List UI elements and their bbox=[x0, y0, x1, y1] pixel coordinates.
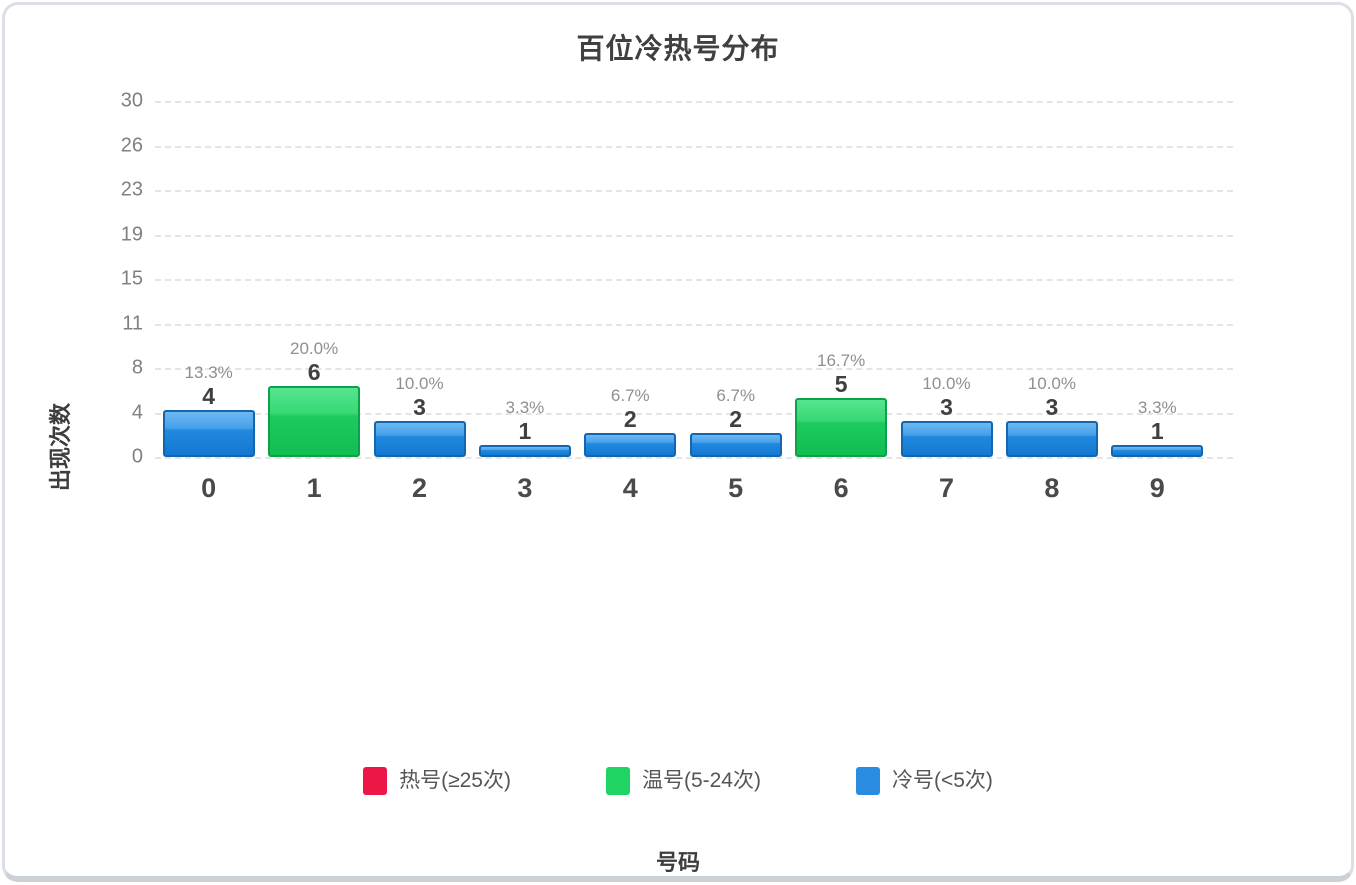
gridline bbox=[155, 190, 1233, 192]
bar-5[interactable] bbox=[689, 433, 782, 457]
bar-1[interactable] bbox=[268, 385, 361, 457]
y-axis-tick-label: 11 bbox=[122, 312, 143, 334]
gridline bbox=[155, 323, 1233, 326]
x-axis-category-label: 9 bbox=[1149, 473, 1165, 503]
bar-7[interactable] bbox=[900, 421, 993, 457]
x-axis-category-label: 7 bbox=[938, 473, 955, 503]
bar-value-label: 2 bbox=[729, 406, 743, 433]
bar-chart: 百位冷热号分布 30 26 23 19 15 11 8 4 0 4 13.3% 0 6 20.0% 1 3 1… bbox=[5, 5, 1351, 876]
legend-item-cold[interactable]: 冷号(<5次) bbox=[855, 767, 993, 795]
x-axis-category-label: 0 bbox=[201, 473, 217, 503]
legend-label: 热号(≥25次) bbox=[399, 769, 511, 792]
y-axis-tick-label: 30 bbox=[120, 89, 143, 112]
gridline bbox=[155, 101, 1233, 103]
bar-value-label: 2 bbox=[623, 406, 637, 433]
bar-percent-label: 10.0% bbox=[922, 374, 971, 394]
bar-value-label: 1 bbox=[1150, 418, 1164, 445]
gridline bbox=[155, 279, 1233, 281]
y-axis-tick-label: 4 bbox=[131, 401, 143, 423]
bar-8[interactable] bbox=[1005, 421, 1098, 457]
legend-label: 冷号(<5次) bbox=[891, 769, 993, 792]
y-axis-tick-label: 8 bbox=[131, 356, 143, 379]
x-axis-category-label: 8 bbox=[1044, 473, 1060, 503]
bar-percent-label: 20.0% bbox=[289, 338, 339, 358]
y-axis-tick-label: 26 bbox=[120, 134, 143, 156]
y-axis-tick-label: 19 bbox=[120, 223, 143, 245]
bar-percent-label: 10.0% bbox=[395, 374, 444, 394]
gridline bbox=[155, 234, 1233, 237]
bar-value-label: 1 bbox=[518, 418, 532, 445]
bar-value-label: 3 bbox=[1045, 394, 1059, 421]
gridline bbox=[155, 145, 1233, 148]
bar-6[interactable] bbox=[795, 397, 888, 457]
x-axis-title: 号码 bbox=[655, 850, 700, 875]
bar-0[interactable] bbox=[162, 409, 255, 457]
y-axis-tick-label: 0 bbox=[131, 445, 143, 468]
x-axis-category-label: 3 bbox=[517, 473, 533, 503]
bar-value-label: 3 bbox=[413, 394, 426, 421]
x-axis-category-label: 6 bbox=[833, 473, 849, 503]
y-axis-title: 出现次数 bbox=[48, 402, 73, 492]
bar-percent-label: 6.7% bbox=[716, 386, 756, 406]
bar-9[interactable] bbox=[1111, 445, 1204, 457]
bar-percent-label: 13.3% bbox=[184, 362, 233, 382]
legend: 热号(≥25次) 温号(5-24次) 冷号(<5次) bbox=[5, 767, 1351, 795]
gridline bbox=[155, 412, 1233, 415]
legend-item-warm[interactable]: 温号(5-24次) bbox=[605, 767, 761, 795]
legend-swatch-hot bbox=[363, 767, 388, 795]
bar-value-label: 5 bbox=[834, 370, 848, 397]
bar-3[interactable] bbox=[478, 445, 571, 457]
x-axis-category-label: 2 bbox=[411, 473, 428, 503]
legend-swatch-cold bbox=[855, 767, 880, 795]
x-axis-category-label: 4 bbox=[622, 473, 638, 503]
bar-percent-label: 10.0% bbox=[1027, 374, 1076, 394]
bar-percent-label: 6.7% bbox=[610, 386, 650, 406]
gridline bbox=[155, 368, 1233, 370]
x-axis-category-label: 1 bbox=[306, 473, 322, 503]
gridline bbox=[155, 457, 1233, 459]
bar-percent-label: 3.3% bbox=[1137, 398, 1177, 418]
bar-value-label: 3 bbox=[940, 394, 953, 421]
chart-title: 百位冷热号分布 bbox=[576, 33, 780, 64]
bar-percent-label: 16.7% bbox=[816, 350, 866, 370]
legend-item-hot[interactable]: 热号(≥25次) bbox=[363, 767, 511, 795]
bar-value-label: 4 bbox=[202, 382, 216, 409]
legend-label: 温号(5-24次) bbox=[641, 769, 761, 792]
x-axis-category-label: 5 bbox=[728, 473, 744, 503]
y-axis-tick-label: 23 bbox=[120, 178, 143, 201]
bar-percent-label: 3.3% bbox=[505, 398, 545, 418]
bar-4[interactable] bbox=[584, 433, 677, 457]
legend-swatch-warm bbox=[605, 767, 630, 795]
y-axis-tick-label: 15 bbox=[120, 267, 143, 290]
bar-value-label: 6 bbox=[307, 358, 321, 385]
bar-2[interactable] bbox=[373, 421, 466, 457]
